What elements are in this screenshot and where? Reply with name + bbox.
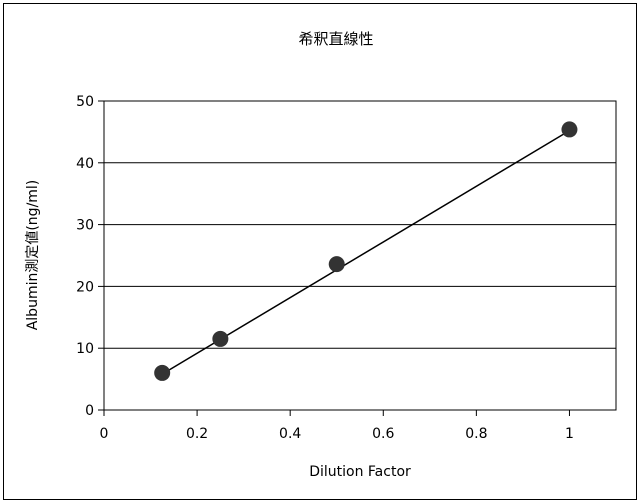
y-tick-label-40: 40: [76, 156, 94, 172]
y-tick-label-50: 50: [76, 94, 94, 110]
data-point-3: [328, 256, 345, 273]
plot-border: [103, 100, 617, 411]
grid-layer: [104, 100, 616, 349]
trend-layer: [161, 130, 570, 375]
chart-frame: [3, 3, 637, 500]
y-tick-label-30: 30: [76, 218, 94, 234]
x-tick-label-0: 0: [100, 426, 109, 442]
y-tick-label-0: 0: [85, 403, 94, 419]
axis-layer: [98, 100, 617, 416]
x-tick-label-0.2: 0.2: [186, 426, 208, 442]
tick-label-layer: 0 10 20 30 40 50 0 0.2 0.4 0.6 0.8 1: [76, 94, 574, 442]
data-point-2: [212, 330, 229, 347]
x-axis-label: Dilution Factor: [309, 464, 411, 480]
y-tick-label-10: 10: [76, 341, 94, 357]
data-point-4: [561, 121, 578, 138]
x-tick-label-0.4: 0.4: [279, 426, 301, 442]
trendline: [161, 130, 570, 375]
data-point-1: [154, 364, 171, 381]
x-tick-label-0.6: 0.6: [372, 426, 394, 442]
y-axis-label: Albumin測定値(ng/ml): [25, 180, 41, 331]
point-layer: [154, 121, 578, 381]
y-tick-label-20: 20: [76, 279, 94, 295]
x-tick-label-1: 1: [565, 426, 574, 442]
chart-title: 希釈直線性: [298, 30, 373, 48]
x-tick-label-0.8: 0.8: [465, 426, 487, 442]
